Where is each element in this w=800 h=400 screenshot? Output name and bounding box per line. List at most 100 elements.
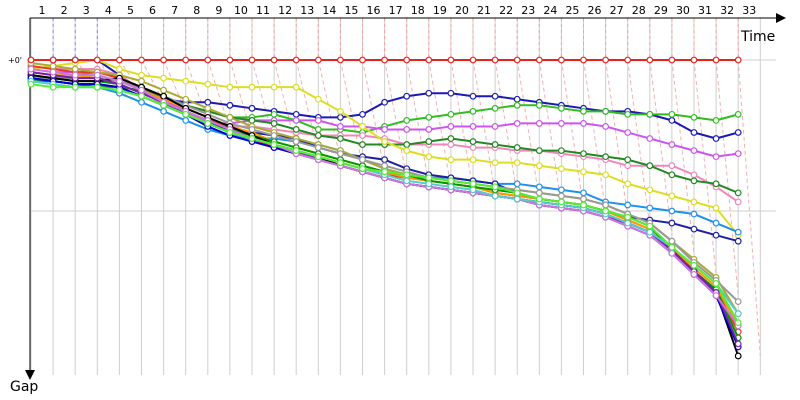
data-point [646, 186, 654, 194]
data-point [425, 89, 433, 97]
lap-connector-line [715, 59, 739, 296]
data-point [292, 56, 300, 64]
gap-axis-label: Gap [10, 379, 38, 395]
data-point [491, 159, 499, 167]
data-point [712, 153, 720, 161]
data-point [690, 113, 698, 121]
data-point [602, 56, 609, 64]
data-point [712, 56, 720, 64]
data-point [558, 56, 565, 64]
lap-label: 12 [278, 4, 292, 17]
data-point [513, 144, 521, 151]
data-point [712, 292, 720, 299]
time-axis-arrow-icon [776, 13, 786, 23]
data-point [624, 56, 632, 64]
lap-label: 7 [171, 4, 178, 17]
lap-connector-line [450, 59, 474, 190]
data-point [712, 204, 720, 212]
data-point [535, 120, 543, 127]
data-point [182, 110, 190, 118]
data-point [513, 189, 521, 197]
zero-gap-label: +0' [8, 56, 22, 65]
data-point [359, 165, 366, 173]
lap-label: 28 [632, 4, 646, 17]
data-point [248, 83, 256, 91]
data-point [447, 110, 455, 118]
lap-label: 13 [300, 4, 314, 17]
data-point [292, 147, 300, 155]
lap-connector-line [273, 59, 297, 148]
data-point [734, 319, 742, 327]
lap-label: 9 [215, 4, 222, 17]
data-point [27, 56, 35, 64]
data-point [138, 56, 145, 64]
data-point [248, 56, 256, 64]
lap-label: 16 [367, 4, 381, 17]
data-point [314, 116, 322, 124]
data-point [425, 138, 433, 145]
data-point [160, 86, 168, 94]
data-point [425, 113, 433, 121]
data-point [226, 101, 234, 109]
data-point [491, 92, 499, 100]
data-point [469, 180, 477, 188]
data-point [469, 107, 477, 115]
data-point [204, 104, 212, 112]
lap-label: 25 [565, 4, 579, 17]
lap-connector-line [339, 59, 363, 166]
data-point [668, 141, 676, 148]
data-point [734, 340, 742, 348]
data-point [71, 83, 79, 91]
lap-label: 14 [322, 4, 336, 17]
data-point [535, 183, 543, 191]
lap-connector-line [428, 59, 452, 187]
data-point [712, 219, 720, 227]
data-point [602, 107, 609, 115]
data-point [535, 147, 543, 155]
data-point [270, 132, 278, 139]
data-point [292, 83, 300, 91]
data-point [425, 174, 433, 182]
data-point [624, 156, 632, 164]
data-point [115, 56, 123, 64]
data-point [668, 116, 676, 124]
data-point [491, 141, 499, 148]
data-point [359, 123, 366, 130]
data-point [248, 104, 256, 112]
data-point [381, 138, 389, 145]
data-point [668, 207, 676, 215]
data-point [138, 71, 145, 79]
lap-connector-line [627, 59, 651, 227]
data-point [535, 189, 543, 197]
lap-connector-line [207, 59, 231, 130]
lap-label: 15 [344, 4, 358, 17]
data-point [690, 177, 698, 185]
data-point [314, 95, 322, 103]
data-point [690, 271, 698, 278]
lap-connector-line [229, 59, 253, 136]
data-point [690, 56, 698, 64]
data-point [292, 138, 300, 145]
data-point [690, 147, 698, 155]
lap-connector-line [295, 59, 319, 154]
data-point [381, 168, 389, 176]
data-point [138, 77, 145, 85]
data-point [204, 120, 212, 127]
data-point [734, 150, 742, 158]
data-point [469, 144, 477, 151]
data-point [668, 110, 676, 118]
data-point [734, 352, 742, 360]
data-point [624, 213, 632, 221]
lap-label: 24 [543, 4, 557, 17]
data-point [314, 144, 322, 151]
data-point [646, 135, 654, 142]
data-point [668, 192, 676, 200]
lap-label: 23 [521, 4, 535, 17]
data-point [359, 56, 366, 64]
lap-label: 27 [610, 4, 624, 17]
data-point [469, 156, 477, 164]
data-point [248, 126, 256, 133]
data-point [646, 204, 654, 212]
lap-label: 5 [127, 4, 134, 17]
data-point [558, 198, 565, 206]
